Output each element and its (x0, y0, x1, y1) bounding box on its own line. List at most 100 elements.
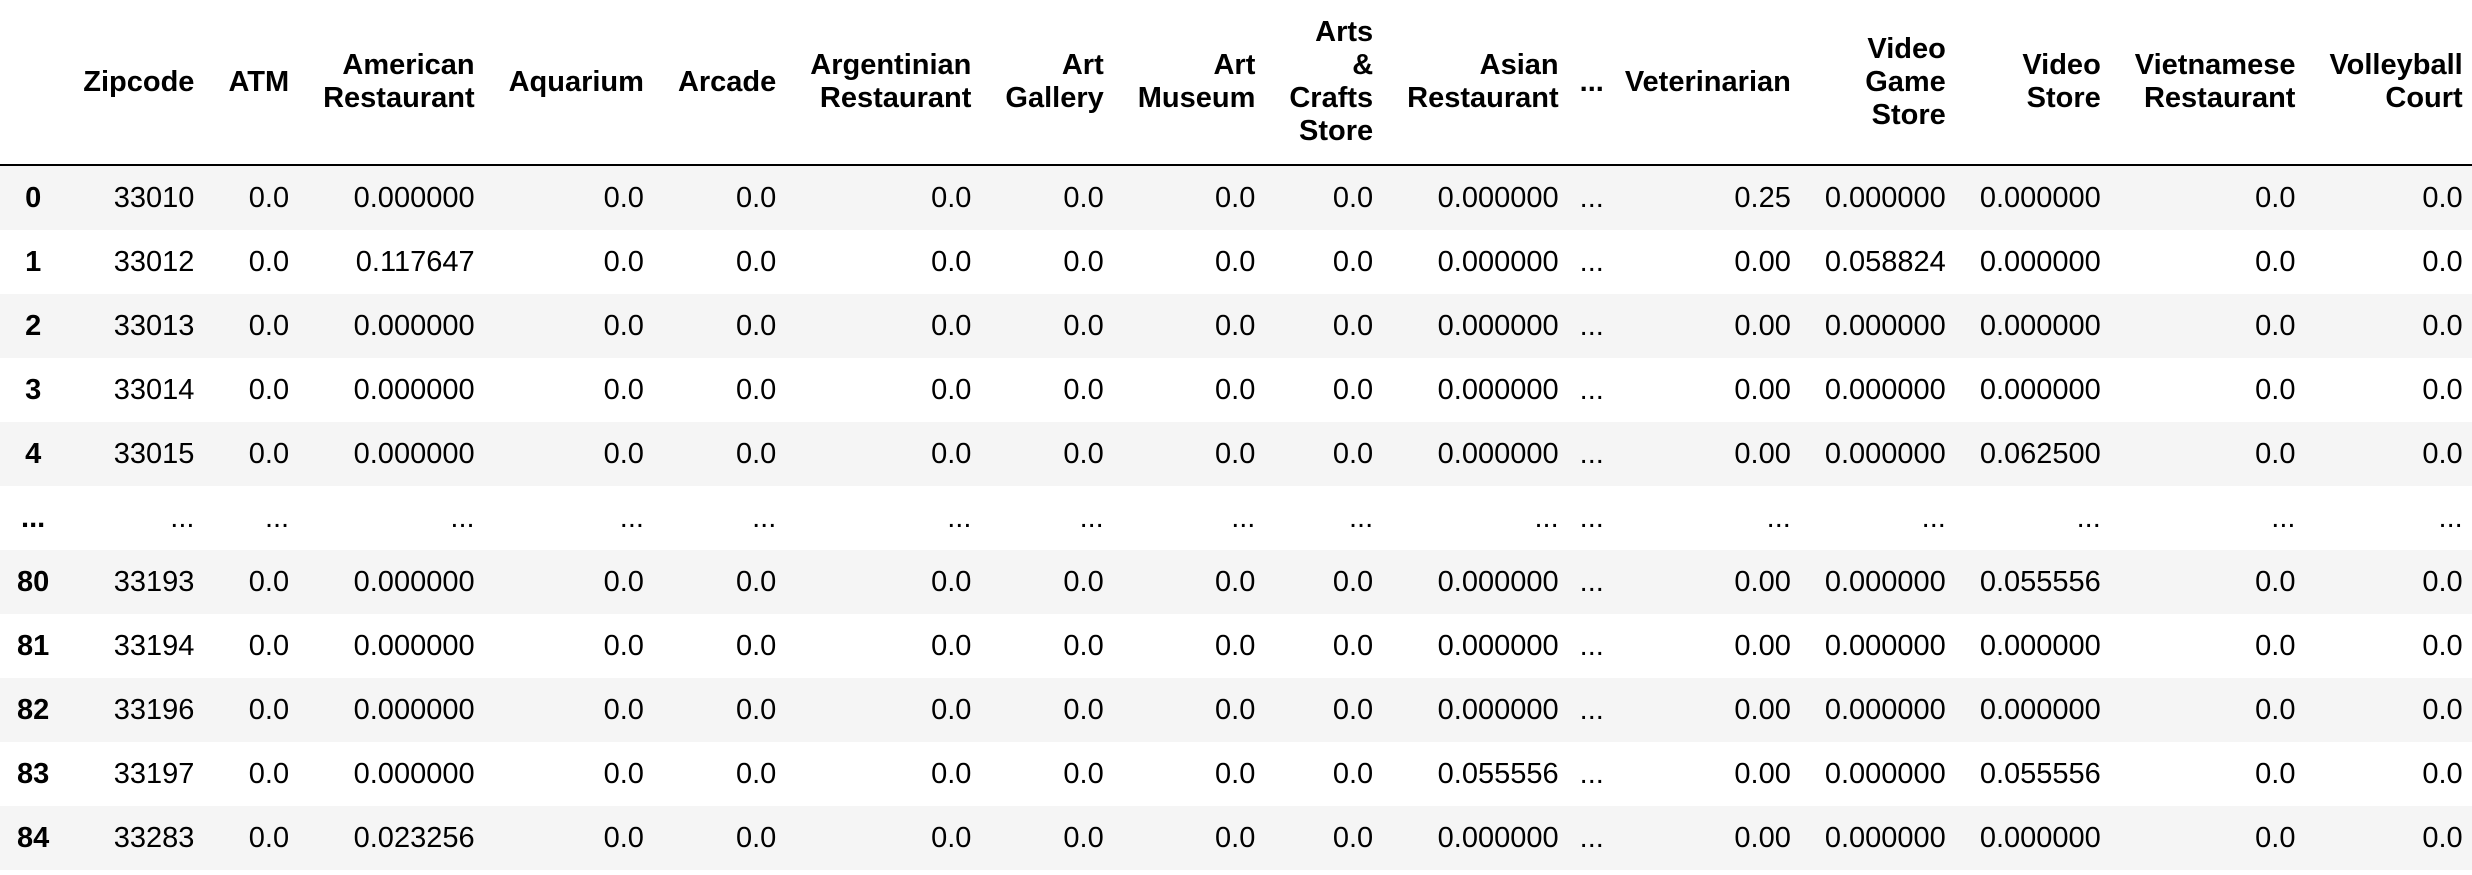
table-cell: 0.0 (1063, 310, 1104, 342)
ellipsis-cell: ... (1579, 758, 1604, 790)
table-cell: 0.117647 (355, 246, 475, 278)
table-cell: 0.000000 (1979, 310, 2101, 342)
table-cell: 33193 (113, 566, 195, 598)
table-cell: 0.000000 (353, 374, 475, 406)
column-header-ellipsis: ... (1575, 0, 1608, 166)
table-cell: 0.000000 (1437, 182, 1559, 214)
table-cell: 0.000000 (1979, 822, 2101, 854)
table-cell: 0.0 (931, 310, 972, 342)
table-cell: 0.0 (2422, 182, 2463, 214)
table-cell: 0.0 (1063, 182, 1104, 214)
table-cell: 0.0 (931, 246, 972, 278)
table-cell: ... (264, 502, 290, 534)
table-cell: 0.0 (248, 566, 290, 598)
table-cell: 0.000000 (1437, 566, 1559, 598)
table-cell: 0.000000 (353, 438, 475, 470)
table-cell: 0.000000 (353, 758, 475, 790)
table-cell: 0.0 (248, 438, 290, 470)
column-header-video-game-store: Video Game Store (1807, 0, 1963, 166)
table-cell: ... (2076, 502, 2101, 534)
ellipsis-cell: ... (1579, 438, 1604, 470)
table-row: 84 33283 0.0 0.023256 0.0 0.0 0.0 0.0 0.0 0.0 0.00… (0, 806, 2472, 870)
table-cell: 33012 (113, 246, 195, 278)
row-index: 3 (25, 374, 42, 406)
table-cell: ... (1534, 502, 1559, 534)
table-cell: 33010 (113, 182, 195, 214)
table-cell: 0.00 (1734, 694, 1791, 726)
table-row: 1 33012 0.0 0.117647 0.0 0.0 0.0 0.0 0.0 0.0 0.000… (0, 230, 2472, 294)
table-cell: 0.000000 (353, 694, 475, 726)
table-cell: 0.0 (2255, 438, 2296, 470)
ellipsis-cell: ... (1579, 502, 1604, 534)
table-cell: 0.00 (1734, 758, 1791, 790)
table-cell: 0.0 (248, 246, 290, 278)
table-cell: 0.000000 (1824, 438, 1946, 470)
table-cell: 0.0 (2422, 374, 2463, 406)
table-cell: 0.0 (1063, 246, 1104, 278)
table-cell: 0.000000 (1824, 630, 1946, 662)
table-cell: 33283 (113, 822, 195, 854)
table-cell: 0.0 (1332, 438, 1374, 470)
column-header-video-store: Video Store (1962, 0, 2118, 166)
table-cell: 0.0 (1215, 758, 1256, 790)
column-header-argentinian-restaurant: Argentinian Restaurant (793, 0, 989, 166)
table-cell: 0.055556 (1437, 758, 1559, 790)
table-cell: 0.0 (2255, 566, 2296, 598)
table-cell: 0.000000 (1437, 246, 1559, 278)
table-cell: 0.0 (931, 694, 972, 726)
ellipsis-cell: ... (1579, 822, 1604, 854)
table-cell: 33197 (113, 758, 195, 790)
table-cell: 0.0 (248, 182, 290, 214)
table-cell: 0.0 (2255, 310, 2296, 342)
column-header-asian-restaurant: Asian Restaurant (1390, 0, 1576, 166)
table-cell: 0.0 (2422, 310, 2463, 342)
table-row: 81 33194 0.0 0.000000 0.0 0.0 0.0 0.0 0.0 0.0 0.00… (0, 614, 2472, 678)
table-cell: 0.0 (735, 246, 777, 278)
table-cell: 0.000000 (1824, 566, 1946, 598)
table-cell: 0.000000 (1979, 374, 2101, 406)
table-cell: 0.0 (1063, 694, 1104, 726)
table-cell: 0.0 (2255, 630, 2296, 662)
table-cell: 33015 (113, 438, 195, 470)
row-index: 81 (17, 630, 50, 662)
ellipsis-cell: ... (1579, 246, 1604, 278)
table-cell: 0.0 (1063, 630, 1104, 662)
table-cell: 0.000000 (1824, 822, 1946, 854)
table-cell: ... (1766, 502, 1791, 534)
table-cell: 0.0 (1332, 566, 1374, 598)
header-row: Zipcode ATM American Restaurant Aquarium… (0, 0, 2472, 166)
table-cell: 0.000000 (1437, 694, 1559, 726)
table-cell: 0.0 (1063, 374, 1104, 406)
table-cell: 0.0 (1215, 246, 1256, 278)
table-cell: 0.000000 (1824, 182, 1946, 214)
ellipsis-cell: ... (1579, 182, 1604, 214)
table-cell: 0.023256 (353, 822, 475, 854)
table-cell: 0.0 (1215, 182, 1256, 214)
table-cell: 0.0 (931, 374, 972, 406)
table-cell: 0.0 (2422, 246, 2463, 278)
table-cell: 0.0 (1332, 758, 1374, 790)
ellipsis-cell: ... (1579, 374, 1604, 406)
table-cell: 0.0 (1332, 374, 1374, 406)
row-index: 0 (25, 182, 42, 214)
table-cell: 0.0 (248, 758, 290, 790)
table-cell: 0.0 (735, 758, 777, 790)
table-cell: 0.000000 (1979, 246, 2101, 278)
table-cell: 0.0 (931, 822, 972, 854)
table-cell: 0.0 (735, 310, 777, 342)
column-header-art-gallery: Art Gallery (988, 0, 1121, 166)
table-cell: 0.0 (735, 374, 777, 406)
column-header-aquarium: Aquarium (491, 0, 661, 166)
table-cell: 0.0 (2422, 438, 2463, 470)
table-cell: 0.0 (603, 374, 644, 406)
table-cell: 0.0 (603, 182, 644, 214)
table-row: 80 33193 0.0 0.000000 0.0 0.0 0.0 0.0 0.0 0.0 0.00… (0, 550, 2472, 614)
table-cell: 0.0 (735, 694, 777, 726)
table-cell: 0.00 (1734, 310, 1791, 342)
table-cell: 0.0 (1063, 758, 1104, 790)
row-index: 84 (17, 822, 50, 854)
table-cell: 0.0 (248, 374, 290, 406)
table-cell: ... (1231, 502, 1256, 534)
table-cell: 0.0 (931, 182, 972, 214)
